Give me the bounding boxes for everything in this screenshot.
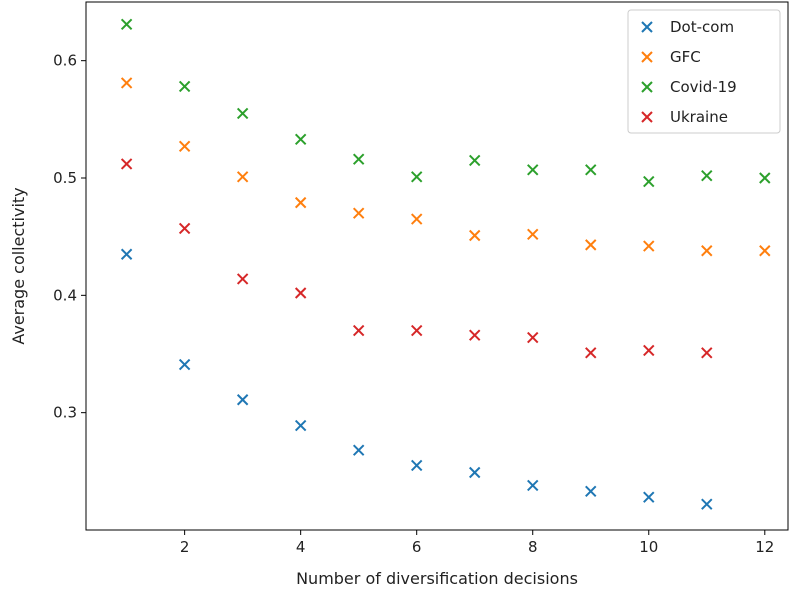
data-point [643,491,655,503]
data-point [178,80,191,93]
legend-item: Covid-19 [641,78,737,96]
legend-item: Ukraine [641,108,728,126]
x-tick-label: 2 [180,538,190,556]
data-point [294,133,307,145]
legend: Dot-com GFC Covid-19 Ukraine [627,9,781,134]
data-point [701,169,713,182]
data-point [643,240,655,252]
data-point [236,273,249,285]
data-point [759,245,771,257]
data-point [701,347,713,359]
data-point [236,171,249,183]
data-point [294,419,307,432]
data-point [236,107,249,120]
legend-item: GFC [641,48,701,66]
data-point [527,228,539,241]
data-point [469,229,481,242]
legend-label: Dot-com [670,18,734,36]
series-ukraine [120,158,713,359]
legend-marker [641,51,653,63]
data-point [294,287,307,299]
data-point [527,164,539,176]
data-point [585,164,597,176]
data-point [701,245,713,257]
data-point [178,140,191,153]
data-point [236,394,249,406]
plot-frame [85,1,789,531]
data-point [410,213,423,225]
legend-marker [641,81,653,93]
series-gfc [120,77,771,257]
data-marks [120,18,771,510]
data-point [527,479,539,492]
data-point [352,324,365,337]
data-point [410,171,423,183]
x-tick-label: 12 [755,538,774,556]
axis-ticks: 2 4 6 8 10 12 0.3 0.4 0.5 0.6 [53,52,774,556]
data-point [352,153,365,165]
data-point [352,207,365,219]
plot-area: 2 4 6 8 10 12 0.3 0.4 0.5 0.6 [53,1,789,556]
legend-box [627,9,781,134]
x-tick-label: 8 [528,538,538,556]
data-point [585,485,597,497]
data-point [643,344,655,357]
data-point [759,172,771,184]
series-dot-com [120,248,713,510]
y-tick-label: 0.4 [53,286,77,304]
legend-item: Dot-com [641,18,734,36]
x-tick-label: 4 [296,538,306,556]
data-point [120,248,133,260]
x-tick-label: 6 [412,538,422,556]
series-covid-19 [120,18,771,188]
data-point [294,196,307,209]
y-tick-label: 0.5 [53,169,77,187]
data-point [178,358,191,371]
legend-label: GFC [670,48,701,66]
data-point [352,444,365,456]
data-point [178,222,191,235]
data-point [469,466,481,479]
y-axis-label: Average collectivity [9,187,28,344]
data-point [701,498,713,510]
data-point [527,331,539,344]
data-point [469,329,481,341]
data-point [585,347,597,359]
legend-marker [641,21,653,33]
y-tick-label: 0.6 [53,52,77,70]
data-point [410,324,423,337]
data-point [585,239,597,251]
y-tick-label: 0.3 [53,404,77,422]
legend-marker [641,111,653,123]
data-point [643,175,655,188]
legend-label: Covid-19 [670,78,737,96]
x-tick-label: 10 [639,538,658,556]
data-point [120,158,133,170]
legend-label: Ukraine [670,108,728,126]
x-axis-label: Number of diversification decisions [296,569,578,588]
data-point [469,154,481,167]
data-point [120,77,133,89]
data-point [120,18,133,31]
data-point [410,459,423,472]
